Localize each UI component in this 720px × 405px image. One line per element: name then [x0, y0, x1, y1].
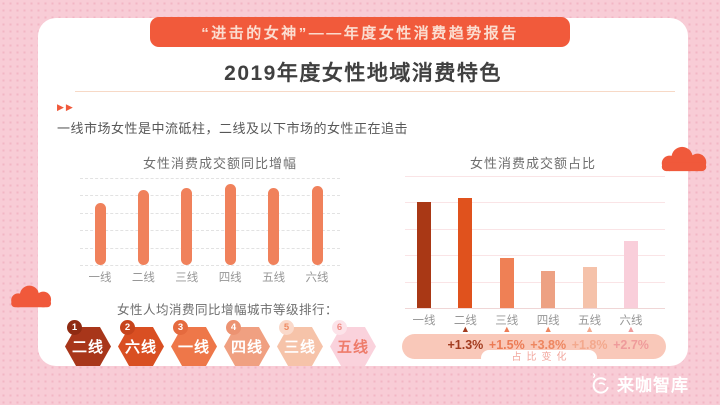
rank-badge-4: 4: [226, 320, 241, 335]
coffee-cup-icon: [592, 372, 609, 394]
axis-label-一线: 一线: [88, 272, 112, 284]
share-change-value-五线: +1.8%: [571, 338, 608, 352]
ranking-title: 女性人均消费同比增幅城市等级排行：: [117, 303, 339, 317]
gridline: [80, 212, 340, 214]
bullet-arrows-icon: ▶▶: [57, 102, 75, 112]
rank-badge-6: 6: [332, 320, 347, 335]
axis-label-三线: 三线: [495, 315, 519, 327]
axis-label-六线: 六线: [305, 272, 329, 284]
rank-badge-2: 2: [120, 320, 135, 335]
axis-label-二线: 二线: [453, 315, 477, 327]
bar-一线: [94, 203, 106, 265]
brand-logo: 来咖智库: [586, 368, 689, 398]
up-triangle-六线: ▲: [626, 324, 636, 334]
report-banner: “进击的女神”——年度女性消费趋势报告: [150, 17, 570, 47]
axis-label-四线: 四线: [218, 272, 242, 284]
gridline: [80, 195, 340, 197]
brand-name: 来咖智库: [617, 375, 689, 395]
axis-label-五线: 五线: [578, 315, 602, 327]
gridline: [405, 228, 665, 230]
chart-title-share: 女性消费成交额占比: [469, 156, 596, 171]
bar-四线: [224, 184, 236, 265]
baseline: [405, 308, 665, 309]
gridline: [80, 265, 340, 266]
bar-二线: [458, 198, 473, 308]
bar-五线: [582, 267, 597, 308]
up-triangle-五线: ▲: [585, 324, 595, 334]
bar-五线: [268, 188, 280, 265]
gridline: [405, 255, 665, 257]
page-title: 2019年度女性地域消费特色: [224, 62, 502, 85]
bar-四线: [541, 271, 556, 308]
share-change-value-四线: +3.8%: [530, 338, 567, 352]
rank-badge-5: 5: [279, 320, 294, 335]
gridline: [80, 247, 340, 249]
bar-六线: [624, 241, 638, 308]
bar-三线: [181, 188, 193, 265]
axis-label-六线: 六线: [619, 315, 643, 327]
gridline: [405, 176, 665, 177]
up-triangle-二线: ▲: [460, 324, 470, 334]
axis-label-一线: 一线: [412, 315, 436, 327]
share-change-label: 占比变化: [481, 350, 597, 366]
share-change-value-六线: +2.7%: [613, 338, 649, 352]
bar-二线: [137, 190, 149, 265]
rank-badge-1: 1: [67, 320, 82, 335]
rank-badge-3: 3: [173, 320, 188, 335]
title-divider: [75, 91, 675, 92]
axis-label-五线: 五线: [262, 272, 286, 284]
gridline: [405, 202, 665, 204]
gridline: [405, 281, 665, 283]
bar-一线: [417, 202, 431, 308]
share-change-value-二线: +1.3%: [447, 338, 484, 352]
share-change-value-三线: +1.5%: [488, 338, 525, 352]
axis-label-四线: 四线: [536, 315, 560, 327]
cloud-decoration-right: [661, 146, 707, 172]
chart-title-yoy-growth: 女性消费成交额同比增幅: [142, 156, 297, 171]
bar-三线: [499, 258, 514, 308]
up-triangle-四线: ▲: [543, 324, 553, 334]
cloud-decoration-left: [11, 285, 52, 308]
share-chart: 一线 二线 三线 四线 五线 六线: [405, 176, 665, 327]
intro-text: 一线市场女性是中流砥柱，二线及以下市场的女性正在追击: [57, 121, 409, 136]
axis-label-三线: 三线: [175, 272, 199, 284]
yoy-growth-chart: 一线 二线 三线 四线 五线 六线: [80, 178, 340, 284]
gridline: [80, 230, 340, 232]
bar-六线: [311, 186, 323, 265]
up-triangle-三线: ▲: [502, 324, 512, 334]
axis-label-二线: 二线: [131, 272, 155, 284]
gridline: [80, 178, 340, 179]
